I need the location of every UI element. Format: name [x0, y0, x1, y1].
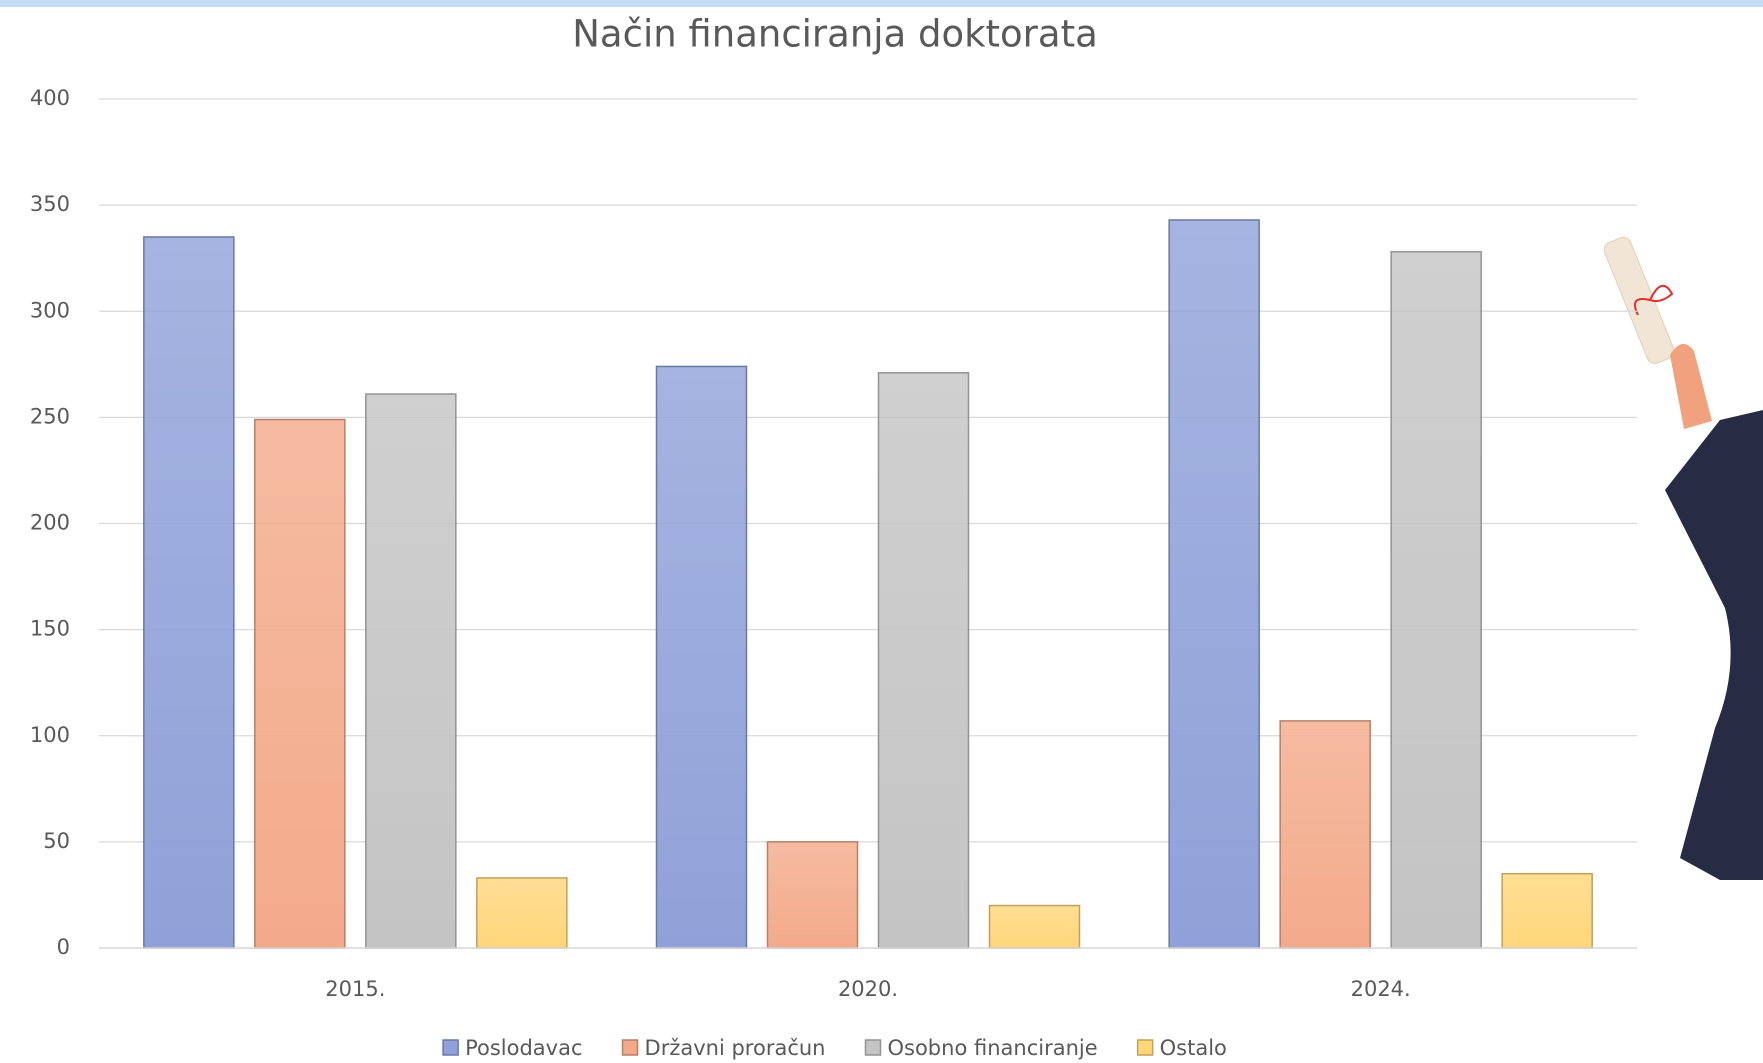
- bar: [476, 877, 568, 949]
- legend-label: Poslodavac: [465, 1036, 582, 1060]
- x-tick-label: 2020.: [838, 977, 898, 1001]
- x-tick-label: 2024.: [1351, 977, 1411, 1001]
- y-tick-label: 300: [30, 298, 70, 322]
- legend-label: Osobno financiranje: [887, 1036, 1097, 1060]
- y-tick-label: 50: [43, 829, 70, 853]
- bar: [877, 372, 970, 949]
- top-band: [0, 0, 1763, 7]
- legend-swatch: [1136, 1039, 1154, 1056]
- bar: [988, 904, 1081, 949]
- legend-swatch: [621, 1039, 639, 1056]
- y-tick-label: 100: [30, 723, 70, 747]
- bar: [1501, 872, 1593, 949]
- y-tick-label: 350: [30, 192, 70, 216]
- legend-swatch: [864, 1039, 882, 1056]
- legend-label: Državni proračun: [645, 1036, 826, 1060]
- bar: [655, 365, 748, 949]
- bar: [254, 418, 346, 949]
- bar: [143, 236, 235, 949]
- graduate-illustration: [1603, 236, 1763, 880]
- y-tick-label: 200: [30, 511, 70, 535]
- bar: [766, 841, 859, 949]
- y-tick-label: 150: [30, 617, 70, 641]
- bar: [1279, 720, 1371, 949]
- legend-swatch: [442, 1039, 459, 1056]
- x-tick-label: 2015.: [325, 977, 385, 1001]
- chart-title: Način financiranja doktorata: [572, 13, 1098, 56]
- y-tick-label: 250: [30, 404, 70, 428]
- legend-label: Ostalo: [1160, 1036, 1227, 1060]
- legend: Poslodavac Državni proračun Osobno financi…: [442, 1036, 1227, 1060]
- y-tick-label: 0: [57, 935, 70, 959]
- y-tick-label: 400: [30, 86, 70, 110]
- bar: [1168, 219, 1260, 949]
- bar: [365, 393, 457, 949]
- bar: [1390, 251, 1482, 949]
